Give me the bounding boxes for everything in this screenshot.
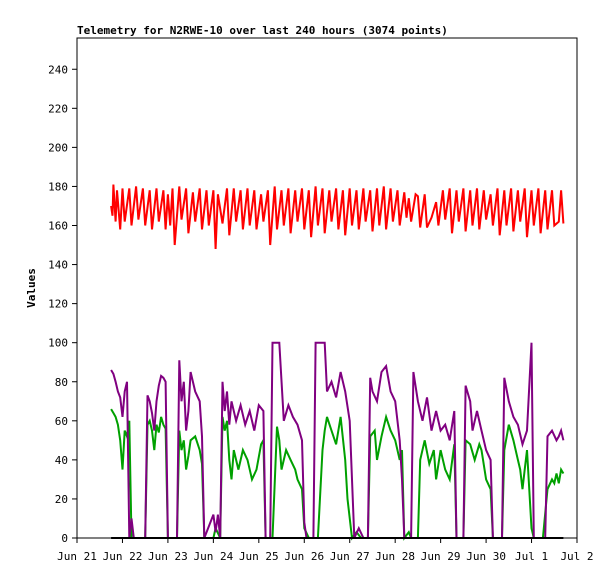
x-tick-label: Jun 23	[148, 550, 188, 563]
y-tick-label: 220	[48, 102, 68, 115]
y-tick-label: 20	[55, 493, 68, 506]
x-tick-label: Jul 2	[560, 550, 593, 563]
chart-title: Telemetry for N2RWE-10 over last 240 hou…	[77, 24, 448, 37]
y-tick-label: 240	[48, 63, 68, 76]
x-tick-label: Jun 22	[103, 550, 143, 563]
y-tick-label: 100	[48, 337, 68, 350]
y-tick-label: 180	[48, 180, 68, 193]
y-tick-label: 160	[48, 220, 68, 233]
x-tick-label: Jun 29	[421, 550, 461, 563]
x-tick-label: Jun 30	[466, 550, 506, 563]
y-tick-label: 120	[48, 298, 68, 311]
y-tick-label: 60	[55, 415, 68, 428]
x-tick-label: Jun 21	[57, 550, 97, 563]
x-axis: Jun 21 Jun 22 Jun 23 Jun 24 Jun 25 Jun 26 Jun …	[57, 538, 594, 563]
y-axis: 0 20 40 60 80 100 120 140 160 180 200 220 240	[48, 63, 77, 545]
x-tick-label: Jun 24	[193, 550, 233, 563]
x-tick-label: Jun 27	[330, 550, 370, 563]
series-layer	[110, 184, 565, 541]
plot-frame	[76, 37, 578, 539]
x-tick-label: Jun 25	[239, 550, 279, 563]
y-axis-label: Values	[25, 268, 38, 308]
y-tick-label: 40	[55, 454, 68, 467]
y-tick-label: 140	[48, 259, 68, 272]
y-tick-label: 200	[48, 141, 68, 154]
y-tick-label: 80	[55, 376, 68, 389]
x-tick-label: Jun 26	[284, 550, 324, 563]
y-tick-label: 0	[61, 532, 68, 545]
x-tick-label: Jun 28	[375, 550, 415, 563]
x-tick-label: Jul 1	[515, 550, 548, 563]
series-line-red	[110, 184, 565, 249]
